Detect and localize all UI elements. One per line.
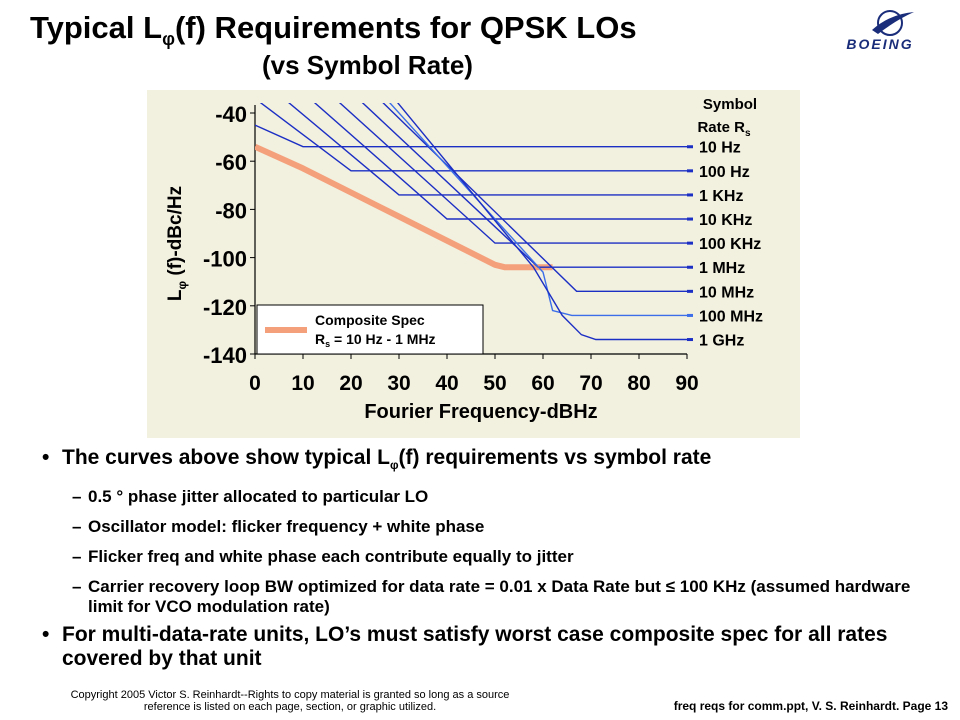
boeing-logo-symbol <box>872 10 914 36</box>
series-line-4 <box>313 103 687 220</box>
composite-spec-line <box>255 143 553 271</box>
slide-subtitle: (vs Symbol Rate) <box>262 50 473 80</box>
series-group <box>255 103 687 341</box>
series-line-3 <box>288 103 687 196</box>
series-line-5 <box>338 103 687 244</box>
y-tick-label: -80 <box>215 198 247 223</box>
series-line-2 <box>259 103 687 172</box>
composite-legend-line2: Rs = 10 Hz - 1 MHz <box>315 331 436 349</box>
x-tick-label: 20 <box>339 372 362 395</box>
legend-label: 1 MHz <box>699 260 745 277</box>
y-axis-label: Lφ (f)-dBc/Hz <box>165 186 189 301</box>
legend-label: 10 MHz <box>699 284 754 301</box>
series-line-7 <box>382 103 687 292</box>
legend-label: 10 KHz <box>699 212 752 229</box>
x-tick-label: 50 <box>483 372 506 395</box>
x-tick-label: 90 <box>675 372 698 395</box>
logo-text: BOEING <box>846 36 914 52</box>
legend-title: Symbol <box>703 96 757 113</box>
x-tick-label: 80 <box>627 372 650 395</box>
legend-label: 1 KHz <box>699 188 743 205</box>
x-tick-label: 40 <box>435 372 458 395</box>
x-tick-label: 60 <box>531 372 554 395</box>
bullet-item: • For multi-data-rate units, LO’s must s… <box>42 623 888 671</box>
sub-bullet-item: – Carrier recovery loop BW optimized for … <box>72 577 911 617</box>
y-tick-label: -40 <box>215 102 247 127</box>
y-tick-label: -60 <box>215 150 247 175</box>
bullet-dot: • <box>42 446 50 469</box>
x-tick-label: 0 <box>249 372 261 395</box>
boeing-logo: BOEING <box>820 8 940 60</box>
y-tick-label: -140 <box>203 343 247 368</box>
sub-bullet-item: –0.5 ° phase jitter allocated to particu… <box>72 487 429 507</box>
legend-label: 1 GHz <box>699 333 744 350</box>
y-tick-label: -100 <box>203 247 247 272</box>
x-tick-label: 10 <box>291 372 314 395</box>
legend-title-line2: Rate Rs <box>697 119 751 139</box>
bullet-dot: • <box>42 623 50 647</box>
legend-label: 100 MHz <box>699 308 763 325</box>
bullet-list: • The curves above show typical Lφ(f) re… <box>38 446 938 681</box>
copyright-notice: Copyright 2005 Victor S. Reinhardt--Righ… <box>70 689 510 713</box>
series-line-8 <box>389 103 687 317</box>
sub-bullet-item: – Flicker freq and white phase each contr… <box>72 547 574 567</box>
legend-label: 100 KHz <box>699 236 761 253</box>
sub-bullet-item: – Oscillator model: flicker frequency + w… <box>72 517 485 537</box>
slide-title: Typical Lφ(f) Requirements for QPSK LOs <box>30 10 637 50</box>
y-tick-label: -120 <box>203 295 247 320</box>
x-tick-label: 30 <box>387 372 410 395</box>
series-line-1 <box>255 124 687 148</box>
legend-label: 10 Hz <box>699 140 741 157</box>
series-line-9 <box>397 103 687 341</box>
legend-label: 100 Hz <box>699 164 750 181</box>
x-axis-label: Fourier Frequency-dBHz <box>364 401 597 423</box>
footer-page-info: freq reqs for comm.ppt, V. S. Reinhardt.… <box>673 699 948 713</box>
composite-legend-line1: Composite Spec <box>315 312 425 328</box>
x-tick-label: 70 <box>579 372 602 395</box>
bullet-item: • The curves above show typical Lφ(f) re… <box>42 446 712 473</box>
chart-panel: -40 -60 -80 -100 -120 -140 0 10 20 30 40 50 60 70 80 90… <box>147 90 800 438</box>
